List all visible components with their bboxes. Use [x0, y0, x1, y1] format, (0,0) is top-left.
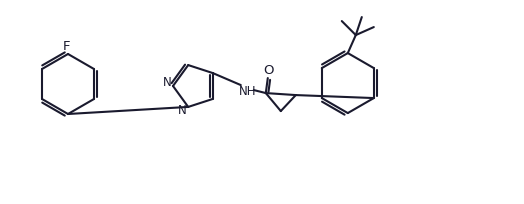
Text: NH: NH: [239, 84, 257, 97]
Text: F: F: [62, 40, 70, 53]
Text: N: N: [178, 104, 187, 117]
Text: N: N: [162, 76, 171, 89]
Text: O: O: [264, 63, 274, 76]
